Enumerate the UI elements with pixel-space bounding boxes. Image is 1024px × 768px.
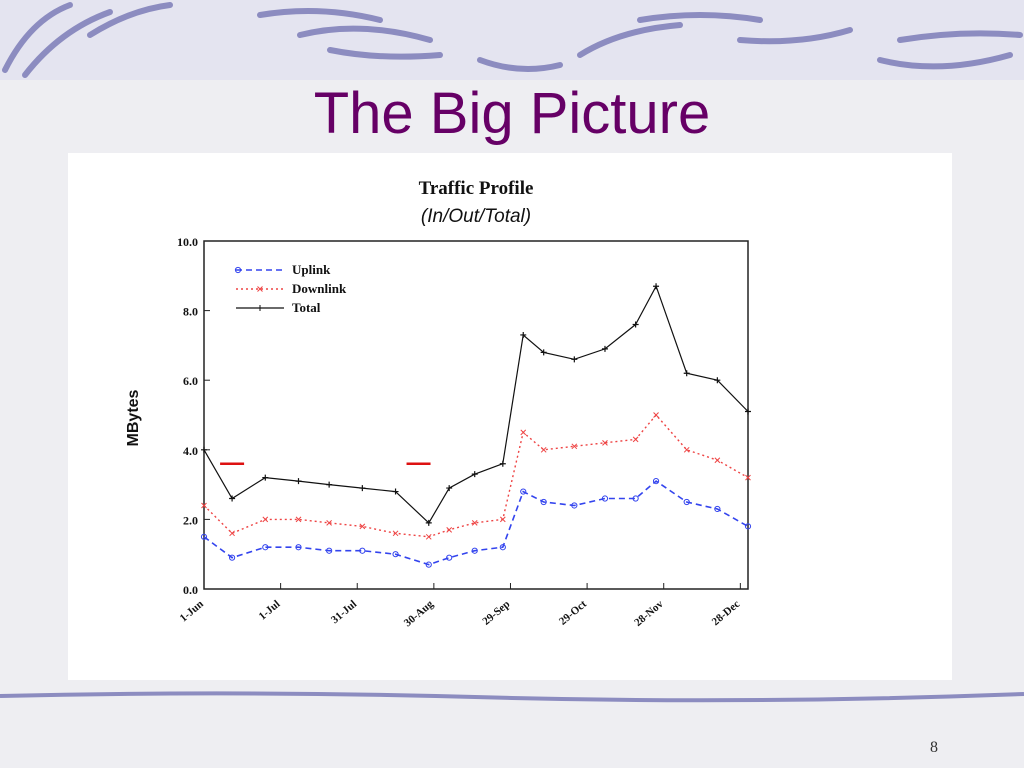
data-point-downlink — [326, 520, 332, 526]
data-point-downlink — [714, 457, 721, 464]
data-point-downlink — [425, 533, 432, 540]
data-point-uplink — [446, 554, 453, 561]
data-point-uplink — [262, 544, 269, 551]
data-point-uplink — [228, 554, 236, 561]
y-tick-label: 2.0 — [183, 513, 198, 527]
data-point-total — [520, 331, 527, 338]
y-tick-label: 8.0 — [183, 305, 198, 319]
data-point-downlink — [446, 526, 453, 533]
legend-label-total: Total — [292, 300, 321, 315]
traffic-profile-chart: Traffic Profile (In/Out/Total) MBytes 0.… — [125, 178, 752, 630]
data-point-uplink — [540, 498, 547, 506]
legend-marker-total — [257, 305, 263, 311]
data-point-downlink — [571, 443, 578, 450]
data-point-total — [540, 349, 547, 356]
data-point-downlink — [392, 530, 399, 537]
data-point-downlink — [520, 429, 527, 436]
data-point-total — [499, 460, 506, 467]
data-point-total — [201, 446, 207, 453]
x-tick-label: 31-Jul — [329, 598, 359, 626]
data-point-total — [601, 345, 608, 352]
data-point-uplink — [200, 533, 208, 540]
series-line-downlink — [203, 413, 749, 538]
data-point-uplink — [571, 502, 578, 509]
data-point-uplink — [359, 547, 366, 554]
data-point-total — [359, 485, 366, 492]
chart-subtitle: (In/Out/Total) — [421, 206, 531, 227]
data-point-uplink — [632, 495, 639, 502]
data-point-uplink — [326, 547, 333, 554]
data-point-uplink — [714, 505, 721, 513]
data-point-total — [571, 356, 578, 363]
data-point-downlink — [229, 530, 235, 537]
data-point-downlink — [262, 516, 269, 523]
x-tick-label: 1-Jun — [178, 598, 206, 624]
data-point-uplink — [425, 561, 432, 568]
page-number: 8 — [930, 739, 938, 756]
legend-marker-downlink — [257, 286, 263, 292]
data-point-downlink — [295, 516, 302, 523]
data-point-total — [745, 408, 751, 415]
legend-marker-uplink — [234, 266, 242, 274]
data-point-downlink — [602, 439, 608, 446]
series-line-total — [203, 284, 749, 524]
data-point-downlink — [201, 502, 207, 509]
data-point-downlink — [632, 436, 639, 443]
legend-label-downlink: Downlink — [292, 281, 347, 296]
x-tick-label: 28-Nov — [632, 598, 666, 629]
data-point-uplink — [392, 551, 399, 558]
data-point-total — [229, 495, 236, 502]
plot-frame — [203, 240, 749, 590]
data-point-total — [425, 519, 432, 526]
y-tick-label: 0.0 — [183, 583, 198, 597]
legend-label-uplink: Uplink — [292, 262, 331, 277]
chart-title: Traffic Profile — [419, 178, 534, 199]
x-tick-label: 28-Dec — [710, 598, 743, 628]
x-tick-label: 1-Jul — [257, 598, 283, 623]
data-point-uplink — [652, 478, 660, 485]
chart-panel: Traffic Profile (In/Out/Total) MBytes 0.… — [68, 153, 952, 680]
data-point-downlink — [683, 446, 690, 453]
data-point-uplink — [744, 523, 752, 530]
decorative-divider — [0, 691, 1024, 703]
y-tick-label: 6.0 — [183, 374, 198, 388]
data-point-total — [632, 321, 639, 328]
data-point-downlink — [471, 520, 478, 526]
slide-title: The Big Picture — [313, 81, 711, 146]
y-axis-label: MBytes — [125, 389, 142, 446]
data-point-uplink — [295, 544, 302, 551]
data-point-downlink — [359, 523, 366, 530]
data-point-total — [653, 283, 660, 290]
data-point-downlink — [653, 412, 659, 418]
y-tick-label: 10.0 — [177, 235, 198, 249]
data-point-downlink — [499, 516, 506, 523]
data-point-uplink — [683, 498, 690, 506]
data-point-total — [714, 377, 721, 384]
data-point-total — [683, 370, 690, 377]
data-point-total — [326, 481, 333, 488]
decorative-banner — [0, 0, 1024, 80]
data-point-uplink — [499, 544, 506, 551]
data-point-total — [446, 485, 453, 492]
data-point-total — [392, 488, 399, 495]
series-line-uplink — [203, 480, 749, 566]
data-point-total — [295, 478, 302, 485]
data-point-uplink — [601, 495, 609, 502]
data-point-total — [262, 474, 269, 481]
data-point-downlink — [540, 446, 547, 453]
x-tick-label: 29-Sep — [480, 598, 512, 628]
x-tick-label: 30-Aug — [402, 598, 436, 630]
x-tick-label: 29-Oct — [557, 598, 589, 628]
data-point-downlink — [745, 474, 751, 481]
data-point-uplink — [520, 488, 527, 495]
data-point-total — [471, 471, 478, 478]
data-point-uplink — [471, 547, 478, 554]
y-tick-label: 4.0 — [183, 444, 198, 458]
